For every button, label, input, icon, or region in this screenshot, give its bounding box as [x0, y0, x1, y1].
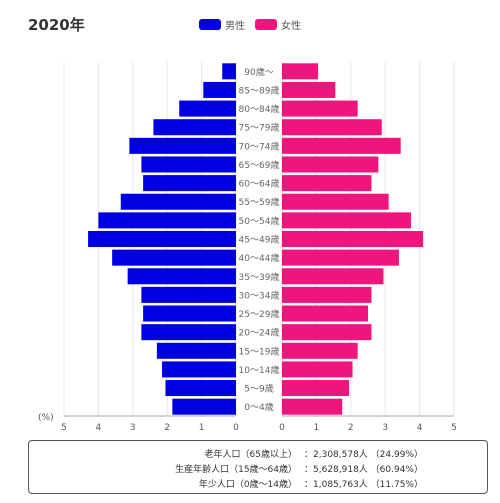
tick-label: 1 [199, 423, 205, 433]
age-label: 70～74歳 [239, 140, 280, 152]
age-label: 20～24歳 [239, 327, 280, 339]
legend-item-male[interactable]: 男性 [199, 17, 245, 32]
bar-male [156, 342, 236, 359]
age-label: 10～14歳 [239, 364, 280, 376]
bar-female [282, 380, 350, 397]
bar-male [172, 398, 236, 415]
legend: 男性 女性 [0, 17, 500, 32]
bar-male [162, 361, 236, 378]
bar-male [141, 286, 236, 303]
bar-male [141, 156, 236, 173]
age-label: 5～9歳 [244, 383, 273, 395]
tick-label: 5 [61, 423, 67, 433]
legend-swatch-female [255, 19, 277, 30]
tick-label: 4 [417, 423, 423, 433]
bar-female [282, 342, 358, 359]
age-label: 85～89歳 [239, 84, 280, 96]
tick-label: 0 [233, 423, 239, 433]
bar-male [143, 175, 236, 192]
tick-label: 0 [279, 423, 285, 433]
bar-female [282, 361, 353, 378]
bar-male [127, 268, 236, 285]
bar-female [282, 249, 399, 266]
bar-female [282, 63, 319, 80]
tick-label: 4 [96, 423, 102, 433]
tick-label: 1 [314, 423, 320, 433]
bar-male [98, 212, 237, 229]
bar-female [282, 324, 372, 341]
legend-label-male: 男性 [225, 21, 245, 32]
bar-male [165, 380, 236, 397]
bar-female [282, 398, 343, 415]
age-label: 80～84歳 [239, 103, 280, 115]
population-pyramid-chart: 0～4歳5～9歳10～14歳15～19歳20～24歳25～29歳30～34歳35… [38, 62, 457, 433]
bar-male [153, 119, 236, 136]
bar-female [282, 175, 372, 192]
age-label: 90歳～ [244, 66, 273, 78]
bar-female [282, 156, 379, 173]
age-label: 40～44歳 [239, 252, 280, 264]
chart-title: 2020年 [28, 16, 85, 34]
age-label: 75～79歳 [239, 122, 280, 134]
summary-label-elderly: 老年人口（65歳以上） [204, 450, 297, 460]
bar-male [141, 324, 236, 341]
summary-row-elderly: 老年人口（65歳以上） ：2,308,578人 （24.99%） [29, 447, 489, 461]
legend-swatch-male [199, 19, 221, 30]
bar-female [282, 81, 336, 98]
tick-label: 2 [348, 423, 354, 433]
population-summary-box: 老年人口（65歳以上） ：2,308,578人 （24.99%） 生産年齢人口（… [28, 440, 488, 494]
bar-female [282, 286, 372, 303]
age-label: 45～49歳 [239, 234, 280, 246]
age-label: 0～4歳 [244, 401, 273, 413]
tick-label: 2 [164, 423, 170, 433]
summary-row-working-age: 生産年齢人口（15歳～64歳） ：5,628,918人 （60.94%） [29, 462, 489, 476]
age-label: 35～39歳 [239, 271, 280, 283]
summary-value-youth: ：1,085,763人 （11.75%） [304, 480, 423, 490]
bar-female [282, 119, 382, 136]
age-label: 15～19歳 [239, 345, 280, 357]
bar-female [282, 100, 358, 117]
age-label: 25～29歳 [239, 308, 280, 320]
bar-male [222, 63, 236, 80]
bar-male [129, 137, 236, 154]
bar-female [282, 305, 368, 322]
bar-female [282, 230, 424, 248]
bar-female [282, 212, 411, 229]
age-label: 30～34歳 [239, 289, 280, 301]
tick-label: 3 [130, 423, 136, 433]
unit-label: (%) [38, 413, 54, 423]
age-label: 55～59歳 [239, 196, 280, 208]
tick-label: 3 [382, 423, 388, 433]
bar-male [203, 81, 236, 98]
summary-label-working-age: 生産年齢人口（15歳～64歳） [175, 465, 297, 475]
age-label: 50～54歳 [239, 215, 280, 227]
bar-male [120, 193, 236, 210]
summary-value-working-age: ：5,628,918人 （60.94%） [304, 465, 423, 475]
tick-label: 5 [451, 423, 457, 433]
age-label: 60～64歳 [239, 178, 280, 190]
age-label: 65～69歳 [239, 159, 280, 171]
bar-male [179, 100, 236, 117]
summary-label-youth: 年少人口（0歳～14歳） [198, 480, 297, 490]
bar-male [143, 305, 236, 322]
summary-row-youth: 年少人口（0歳～14歳） ：1,085,763人 （11.75%） [29, 477, 489, 491]
bar-male [112, 249, 236, 266]
legend-label-female: 女性 [281, 21, 301, 32]
summary-value-elderly: ：2,308,578人 （24.99%） [304, 450, 423, 460]
bar-female [282, 137, 401, 154]
bar-female [282, 268, 384, 285]
legend-item-female[interactable]: 女性 [255, 17, 301, 32]
bar-female [282, 193, 389, 210]
bar-male [88, 230, 236, 248]
